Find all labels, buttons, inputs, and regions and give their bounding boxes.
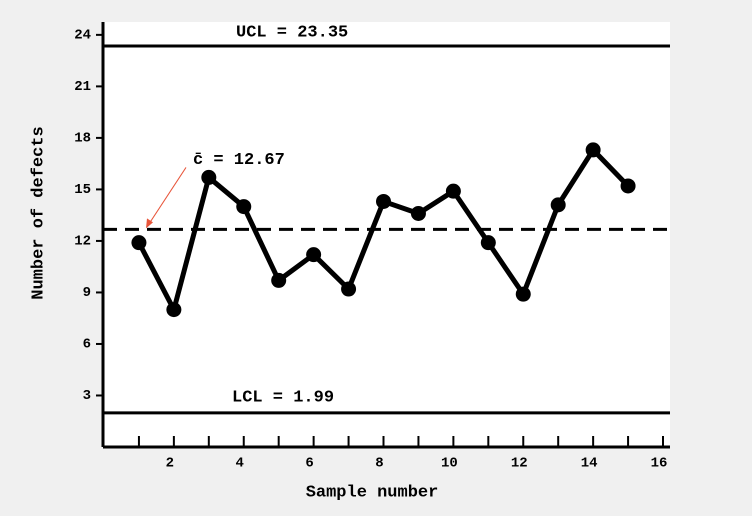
y-tick-label: 12 — [74, 234, 91, 250]
y-tick-label: 15 — [74, 182, 91, 198]
data-point — [445, 183, 461, 199]
x-tick-label: 6 — [305, 456, 313, 472]
data-point — [376, 193, 392, 209]
data-point — [306, 247, 322, 263]
y-tick-label: 9 — [83, 285, 91, 301]
control-line-label: UCL = 23.35 — [236, 24, 348, 43]
control-line-label: c̄ = 12.67 — [193, 151, 285, 170]
x-tick-label: 2 — [166, 456, 174, 472]
data-point — [550, 197, 566, 213]
data-point — [341, 281, 357, 297]
x-tick-label: 8 — [375, 456, 383, 472]
data-point — [271, 272, 287, 288]
data-point — [236, 199, 252, 215]
x-tick-label: 14 — [581, 456, 598, 472]
y-tick-label: 3 — [83, 388, 91, 404]
y-tick-label: 18 — [74, 131, 91, 147]
data-point — [620, 178, 636, 194]
data-point — [201, 169, 217, 185]
data-point — [410, 205, 426, 221]
x-tick-label: 4 — [236, 456, 244, 472]
data-point — [131, 235, 147, 251]
x-tick-label: 12 — [511, 456, 528, 472]
x-tick-label: 10 — [441, 456, 458, 472]
x-axis-title: Sample number — [306, 483, 439, 502]
y-tick-label: 24 — [74, 28, 91, 44]
data-point — [515, 286, 531, 302]
data-point — [480, 235, 496, 251]
annotation-arrowhead — [146, 218, 153, 229]
plot-area — [103, 22, 670, 447]
x-tick-label: 16 — [651, 456, 668, 472]
data-point — [585, 142, 601, 158]
control-line-label: LCL = 1.99 — [232, 388, 334, 407]
y-axis-title: Number of defects — [29, 126, 48, 299]
annotation-arrow — [147, 167, 187, 226]
data-point — [166, 302, 182, 318]
y-tick-label: 21 — [74, 79, 91, 95]
y-tick-label: 6 — [83, 337, 91, 353]
